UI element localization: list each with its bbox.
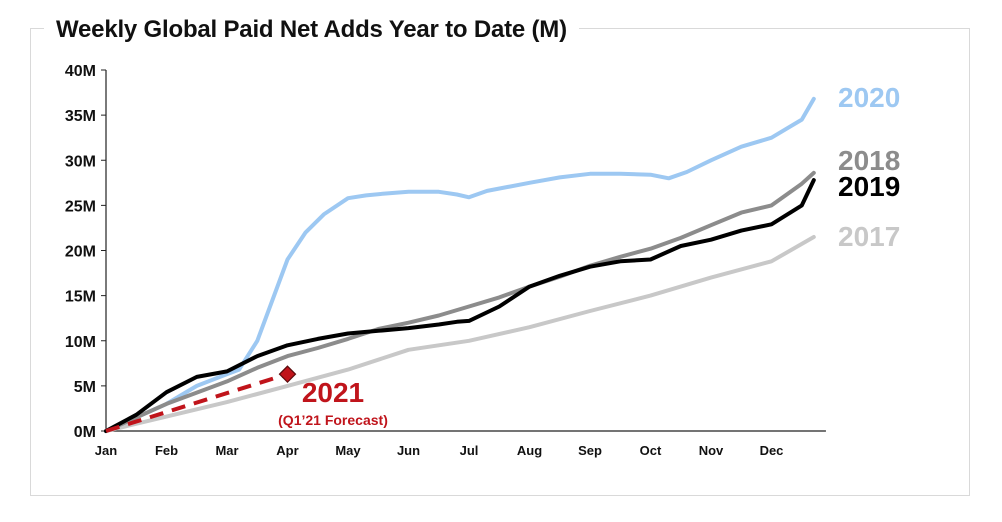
x-tick-label: Dec [760, 443, 784, 458]
x-tick-label: Jul [460, 443, 479, 458]
series-label-2019: 2019 [838, 171, 900, 202]
chart-axes: 0M 5M 10M 15M 20M 25M 30M 35M 40M Jan Feb Mar Apr May… [65, 63, 826, 458]
series-label-2018: 2018 [838, 145, 900, 176]
y-tick-label: 5M [74, 379, 96, 396]
x-tick-label: Feb [155, 443, 178, 458]
chart-series [104, 96, 816, 433]
y-tick-label: 25M [65, 198, 96, 215]
y-tick-label: 10M [65, 334, 96, 351]
series-line-2021 [105, 372, 289, 433]
x-tick-label: Jan [95, 443, 117, 458]
series-label-2020: 2020 [838, 82, 900, 113]
y-tick-label: 30M [65, 153, 96, 170]
series-line-2018 [104, 170, 816, 433]
annotation-2021-label: 2021 [302, 377, 364, 408]
x-tick-label: Aug [517, 443, 542, 458]
x-tick-label: Apr [276, 443, 298, 458]
series-line-2020 [104, 96, 816, 433]
chart-title: Weekly Global Paid Net Adds Year to Date… [44, 16, 579, 44]
y-tick-label: 40M [65, 63, 96, 80]
x-tick-label: Nov [699, 443, 724, 458]
y-tick-label: 35M [65, 108, 96, 125]
y-tick-label: 20M [65, 244, 96, 261]
x-tick-label: Oct [640, 443, 662, 458]
x-tick-label: May [335, 443, 361, 458]
forecast-diamond-marker [278, 365, 297, 383]
series-line-2017 [104, 235, 816, 433]
y-tick-label: 15M [65, 289, 96, 306]
y-tick-label: 0M [74, 424, 96, 441]
series-label-2017: 2017 [838, 221, 900, 252]
x-tick-label: Jun [397, 443, 420, 458]
x-tick-label: Sep [578, 443, 602, 458]
x-tick-label: Mar [215, 443, 238, 458]
annotation-forecast-note: (Q1’21 Forecast) [278, 412, 388, 428]
series-line-2019 [104, 178, 816, 433]
